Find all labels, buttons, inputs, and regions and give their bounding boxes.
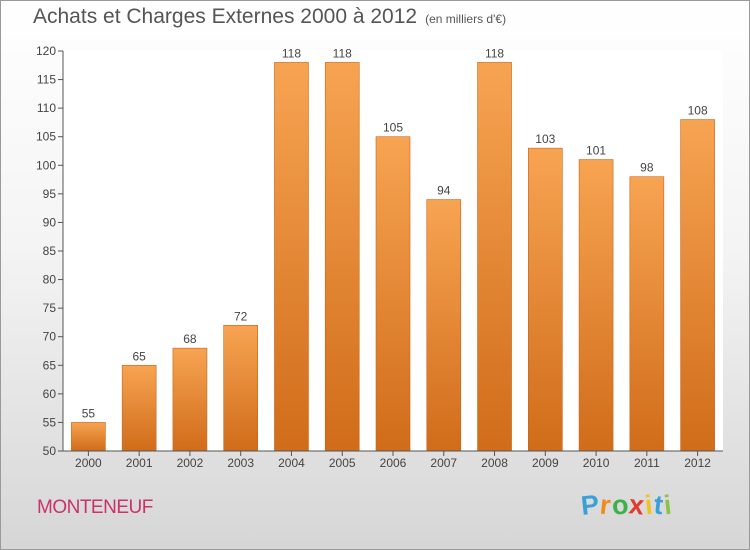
proxiti-logo: Proxiti <box>579 489 674 521</box>
x-tick-label-2008: 2008 <box>481 456 508 470</box>
y-tick-label: 50 <box>43 444 57 458</box>
x-tick-label-2010: 2010 <box>583 456 610 470</box>
y-tick-label: 90 <box>43 215 57 229</box>
data-label-2004: 118 <box>282 46 301 60</box>
data-label-2010: 101 <box>586 144 606 158</box>
bar-2008 <box>477 62 512 452</box>
y-tick-label: 75 <box>43 301 57 315</box>
bar-2005 <box>324 62 360 452</box>
data-label-2007: 94 <box>437 184 451 198</box>
y-tick-label: 120 <box>36 44 56 58</box>
chart-title: Achats et Charges Externes 2000 à 2012 (e… <box>33 5 506 29</box>
data-label-2003: 72 <box>234 309 248 323</box>
y-tick-label: 60 <box>43 387 57 401</box>
data-label-2000: 55 <box>82 406 96 420</box>
y-tick-label: 100 <box>36 158 56 172</box>
bar-2012 <box>680 119 715 452</box>
bar-2001 <box>121 364 157 452</box>
y-tick-label: 110 <box>37 101 56 115</box>
x-tick-label-2007: 2007 <box>430 456 457 470</box>
x-tick-label-2006: 2006 <box>380 456 407 470</box>
data-label-2005: 118 <box>333 46 352 60</box>
data-label-2011: 98 <box>640 161 654 175</box>
unit-label: (en milliers d'€) <box>425 12 507 26</box>
data-label-2009: 103 <box>535 132 555 146</box>
y-tick-label: 80 <box>43 273 57 287</box>
x-tick-label-2000: 2000 <box>75 456 102 470</box>
x-tick-label-2003: 2003 <box>227 456 254 470</box>
data-label-2008: 118 <box>485 46 504 60</box>
x-tick-label-2009: 2009 <box>532 456 559 470</box>
commune-name: MONTENEUF <box>37 497 153 518</box>
x-tick-label-2005: 2005 <box>329 456 356 470</box>
bar-2009 <box>528 147 563 452</box>
bar-2003 <box>223 324 258 452</box>
bar-2011 <box>629 176 665 452</box>
y-tick-label: 65 <box>43 358 57 372</box>
x-tick-label-2012: 2012 <box>684 456 711 470</box>
y-tick-label: 70 <box>43 330 57 344</box>
y-tick-label: 115 <box>37 73 56 87</box>
data-label-2006: 105 <box>383 121 403 135</box>
y-tick-label: 95 <box>43 187 57 201</box>
title-text: Achats et Charges Externes 2000 à 2012 <box>33 5 418 28</box>
y-tick-label: 85 <box>43 244 57 258</box>
logo-letter: i <box>661 489 674 521</box>
bar-2004 <box>274 62 309 452</box>
bar-2006 <box>375 136 411 452</box>
x-tick-label-2001: 2001 <box>126 456 153 470</box>
x-tick-label-2002: 2002 <box>177 456 204 470</box>
data-label-2012: 108 <box>688 104 708 118</box>
bar-2010 <box>578 159 614 452</box>
data-label-2001: 65 <box>132 349 146 363</box>
bar-2000 <box>71 422 106 452</box>
data-label-2002: 68 <box>183 332 197 346</box>
x-tick-label-2011: 2011 <box>634 456 660 470</box>
x-tick-label-2004: 2004 <box>278 456 305 470</box>
bar-2002 <box>172 347 208 452</box>
y-tick-label: 55 <box>43 415 57 429</box>
bar-2007 <box>426 199 462 452</box>
y-tick-label: 105 <box>36 130 56 144</box>
